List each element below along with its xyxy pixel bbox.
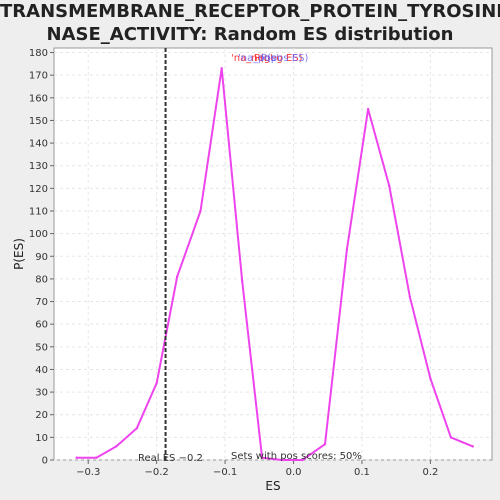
x-axis-label: ES [265,479,280,493]
y-tick-label: 130 [29,161,48,172]
data-point [175,275,179,278]
y-tick-label: 180 [29,48,48,59]
real-es-label: Real ES −0.2 [138,453,203,464]
grid-lines [54,48,492,461]
x-tick-label: 0.1 [354,467,370,478]
axes: 0 10 20 30 40 50 60 70 80 90 100 110 120 130 140 150 160… [29,48,438,478]
legend-label-na-neg: 'na_neg' [231,53,273,64]
data-point [388,184,391,188]
data-point [301,458,304,462]
chart-title-line-1: TRANSMEMBRANE_RECEPTOR_PROTEIN_TYROSINE_… [0,1,500,22]
y-tick-label: 110 [29,206,48,217]
y-tick-label: 80 [35,274,48,285]
legend-label-p-neg-es: P(neg ES) [254,53,303,64]
y-tick-label: 50 [35,342,48,353]
data-point [199,209,202,213]
y-axis-label: P(ES) [12,238,26,270]
y-tick-label: 60 [35,320,48,331]
y-tick-label: 90 [35,252,48,263]
y-tick-label: 20 [35,410,48,421]
y-tick-label: 0 [42,456,48,467]
sets-pos-scores-note: Sets with pos scores: 50% [231,451,362,462]
legend: 'na_neg' P(neg ES) 'na_pos' P(pos ES) [231,53,308,64]
data-point [366,107,370,111]
y-tick-label: 30 [35,388,48,399]
y-tick-label: 40 [35,365,48,376]
data-point [220,67,223,70]
data-point [449,436,453,439]
chart-title: TRANSMEMBRANE_RECEPTOR_PROTEIN_TYROSINE_… [0,0,500,46]
x-tick-label: −0.2 [145,467,169,478]
plot-area [53,47,493,461]
data-point [135,427,139,430]
data-point [241,279,244,283]
y-tick-label: 10 [35,433,48,444]
y-tick-label: 70 [35,297,48,308]
y-tick-label: 150 [29,116,48,127]
data-point [95,456,98,459]
legend-label-na-pos: 'na_pos' [238,53,279,64]
data-point [323,442,327,446]
data-point [75,456,78,459]
data-point [155,381,158,385]
data-point [345,248,349,251]
es-distribution-line [76,67,474,461]
x-tick-label: −0.1 [213,467,237,478]
data-point [408,295,412,299]
x-tick-label: −0.3 [76,467,100,478]
data-point [280,458,284,462]
y-tick-label: 100 [29,229,48,240]
y-tick-label: 160 [29,93,48,104]
data-point [260,456,264,459]
data-point [429,377,432,380]
y-tick-label: 120 [29,184,48,195]
series-layer [75,67,475,462]
chart-title-line-2: NASE_ACTIVITY: Random ES distribution [46,24,454,45]
data-point [471,445,475,448]
y-tick-label: 140 [29,139,48,150]
x-tick-label: 0.2 [422,467,438,478]
x-tick-label: 0.0 [286,467,302,478]
y-tick-label: 170 [29,71,48,82]
data-point [115,445,118,448]
legend-label-p-pos-es: P(pos ES) [261,53,308,64]
